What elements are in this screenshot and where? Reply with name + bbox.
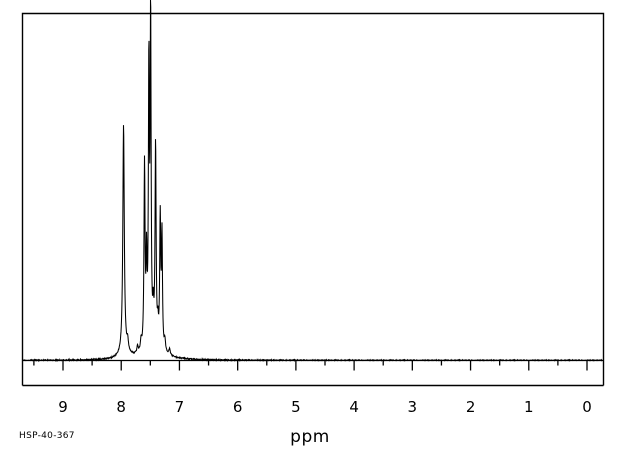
x-tick-label: 8: [116, 398, 126, 416]
plot-frame: [21, 12, 605, 386]
x-tick-label: 9: [58, 398, 68, 416]
x-tick-label: 0: [582, 398, 592, 416]
x-axis-title: ppm: [290, 427, 330, 447]
spectrum-trace: [22, 0, 603, 363]
sample-id-label: HSP-40-367: [19, 431, 75, 441]
x-tick-label: 4: [349, 398, 359, 416]
x-tick-label: 3: [407, 398, 418, 416]
x-tick-label: 7: [174, 398, 185, 416]
spectrum-trace-path: [22, 0, 603, 363]
x-tick-label: 2: [465, 398, 476, 416]
x-tick-label: 5: [291, 398, 301, 416]
x-axis-ticks: [33, 360, 588, 371]
x-tick-label: 6: [232, 398, 243, 416]
x-tick-label: 1: [524, 398, 534, 416]
